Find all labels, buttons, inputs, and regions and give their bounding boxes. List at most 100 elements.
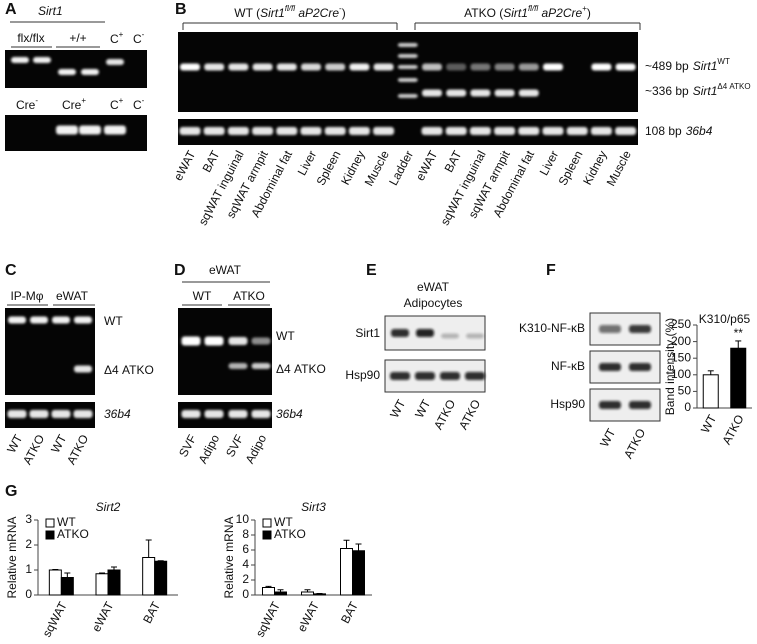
band <box>51 410 71 418</box>
group-label: eWAT <box>56 289 89 303</box>
y-tick-label: 250 <box>671 317 691 331</box>
band <box>8 316 26 324</box>
y-tick-label: 100 <box>671 367 691 381</box>
lane-label: BAT <box>442 148 465 175</box>
y-tick-label: 4 <box>242 557 249 571</box>
text-part: ~336 bp <box>645 84 689 98</box>
y-tick-label: 8 <box>242 527 249 541</box>
band <box>227 127 249 135</box>
text-part: Sirt1 <box>260 6 285 20</box>
group-label: ATKO <box>233 289 265 303</box>
text-part: WT ( <box>234 6 260 20</box>
text-part: C <box>133 32 142 46</box>
text-part: Hsp90 <box>345 368 380 382</box>
legend-swatch <box>262 518 272 528</box>
chart-title: K310/p65 <box>699 312 751 326</box>
band <box>494 63 515 71</box>
text-part: WT <box>48 432 69 456</box>
band <box>542 127 564 135</box>
band-label: ~489 bp Sirt1WT <box>645 57 730 73</box>
error-bar <box>707 370 714 375</box>
lane-label: Adipo <box>243 432 270 466</box>
band <box>276 63 297 71</box>
band <box>74 365 92 373</box>
text-part: Cre <box>16 98 36 112</box>
text-part: WT <box>412 397 433 421</box>
lane-label: SVF <box>223 432 246 459</box>
lane-label: WT <box>597 426 618 450</box>
lane-label: ATKO <box>621 426 648 461</box>
y-tick-label: 2 <box>242 572 249 586</box>
error-bar <box>265 585 272 588</box>
panel-letter: D <box>174 262 186 279</box>
band <box>11 57 29 63</box>
genotype-label: flx/flx <box>17 31 44 45</box>
text-part: WT <box>104 314 123 328</box>
text-part: - <box>142 30 145 39</box>
text-part: Liver <box>537 148 562 178</box>
band <box>518 89 539 97</box>
band-label: ~336 bp Sirt1Δ4 ATKO <box>645 82 751 98</box>
text-part: 36b4 <box>276 407 303 421</box>
chart-title: Sirt3 <box>301 500 326 514</box>
y-axis-label: Relative mRNA <box>5 516 19 598</box>
band <box>629 325 651 333</box>
group-label: ATKO (Sirt1fl/fl aP2Cre+) <box>464 4 591 20</box>
band-label: WT <box>276 329 295 343</box>
text-part: Δ4 ATKO <box>104 363 154 377</box>
error-bar <box>145 539 152 558</box>
y-axis-label: Relative mRNA <box>222 516 236 598</box>
error-bar <box>735 340 742 349</box>
band <box>465 372 485 380</box>
bar <box>730 347 747 409</box>
text-part: eWAT <box>417 280 450 294</box>
text-part: + <box>81 96 86 105</box>
y-tick-label: 200 <box>671 334 691 348</box>
band <box>348 127 370 135</box>
text-part: Sirt1 <box>503 6 528 20</box>
error-bar <box>64 572 71 578</box>
lane-label: WT <box>412 397 433 421</box>
protein-label: Hsp90 <box>345 368 380 382</box>
lane-label: WT <box>48 432 69 456</box>
band <box>494 127 516 135</box>
band <box>422 89 442 97</box>
band <box>81 69 99 75</box>
y-tick-label: 0 <box>242 587 249 601</box>
legend-label: WT <box>57 515 76 529</box>
band <box>590 127 612 135</box>
bar <box>262 587 275 596</box>
legend-swatch <box>45 530 55 540</box>
band <box>181 410 201 418</box>
text-part: Δ4 ATKO <box>276 362 326 376</box>
text-part: WT <box>4 432 25 456</box>
band <box>441 333 459 339</box>
x-tick-label: eWAT <box>89 599 117 634</box>
band <box>349 63 370 71</box>
protein-label: NF-κB <box>551 359 585 373</box>
lane-label: Liver <box>537 148 562 178</box>
text-part: - <box>142 96 145 105</box>
band <box>543 63 563 71</box>
panel-letter: G <box>5 483 17 500</box>
group-label: IP-Mφ <box>10 289 43 303</box>
y-tick-label: 1 <box>25 562 32 576</box>
text-part: fl/fl <box>285 4 295 13</box>
lane-label: ATKO <box>431 397 458 432</box>
band <box>470 89 491 97</box>
band <box>397 43 418 47</box>
protein-label: Sirt1 <box>355 326 380 340</box>
lane-label: Liver <box>295 148 320 178</box>
band <box>106 59 124 65</box>
error-bar <box>304 589 311 592</box>
y-tick-label: 2 <box>25 537 32 551</box>
text-part: ATKO <box>64 432 91 467</box>
text-part: ATKO ( <box>464 6 503 20</box>
band <box>324 127 346 135</box>
text-part: eWAT <box>56 289 89 303</box>
band <box>58 69 76 75</box>
text-part: K310-NF-κB <box>519 321 585 335</box>
x-tick-label: WT <box>698 412 719 436</box>
protein-label: K310-NF-κB <box>519 321 585 335</box>
